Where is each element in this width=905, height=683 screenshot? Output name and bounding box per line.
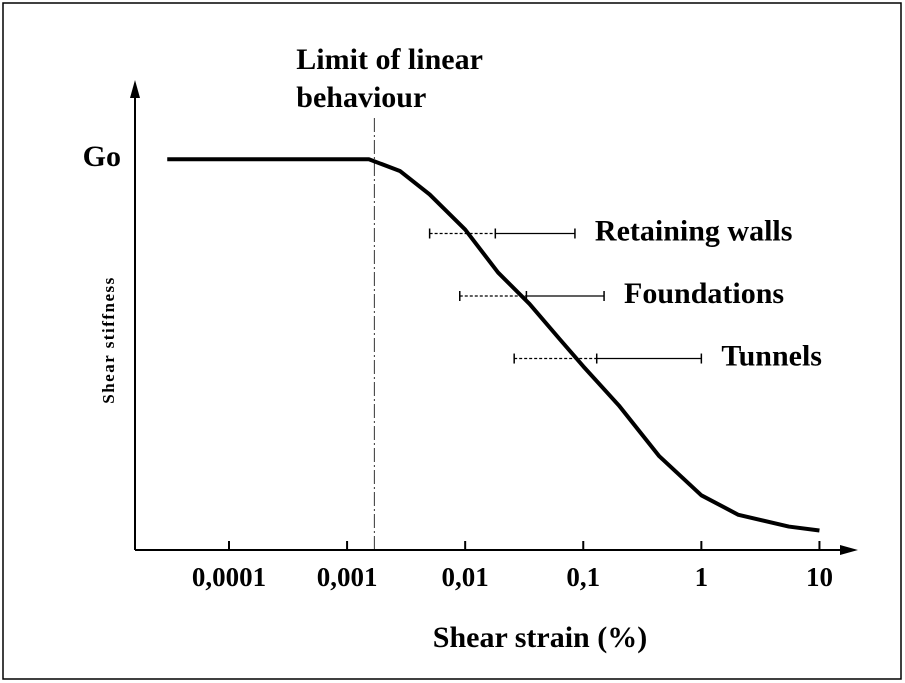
x-tick-label: 0,001 [317, 562, 378, 592]
x-tick-label: 0,0001 [192, 562, 266, 592]
stiffness-curve [167, 157, 820, 533]
y-axis-label: Shear stiffness [99, 276, 118, 404]
x-tick-label: 10 [806, 562, 833, 592]
x-tick-label: 0,1 [566, 562, 600, 592]
range-label: Retaining walls [595, 214, 793, 247]
y-tick-label: Go [83, 140, 121, 173]
range-label: Foundations [624, 277, 784, 310]
x-tick-label: 0,01 [442, 562, 489, 592]
x-tick-label: 1 [695, 562, 709, 592]
x-axis-arrow [840, 545, 858, 555]
limit-label: Limit of linear [296, 43, 483, 76]
x-axis-label: Shear strain (%) [433, 621, 647, 654]
range-label: Tunnels [721, 339, 822, 372]
y-axis-arrow [130, 80, 140, 98]
limit-label: behaviour [296, 81, 426, 114]
